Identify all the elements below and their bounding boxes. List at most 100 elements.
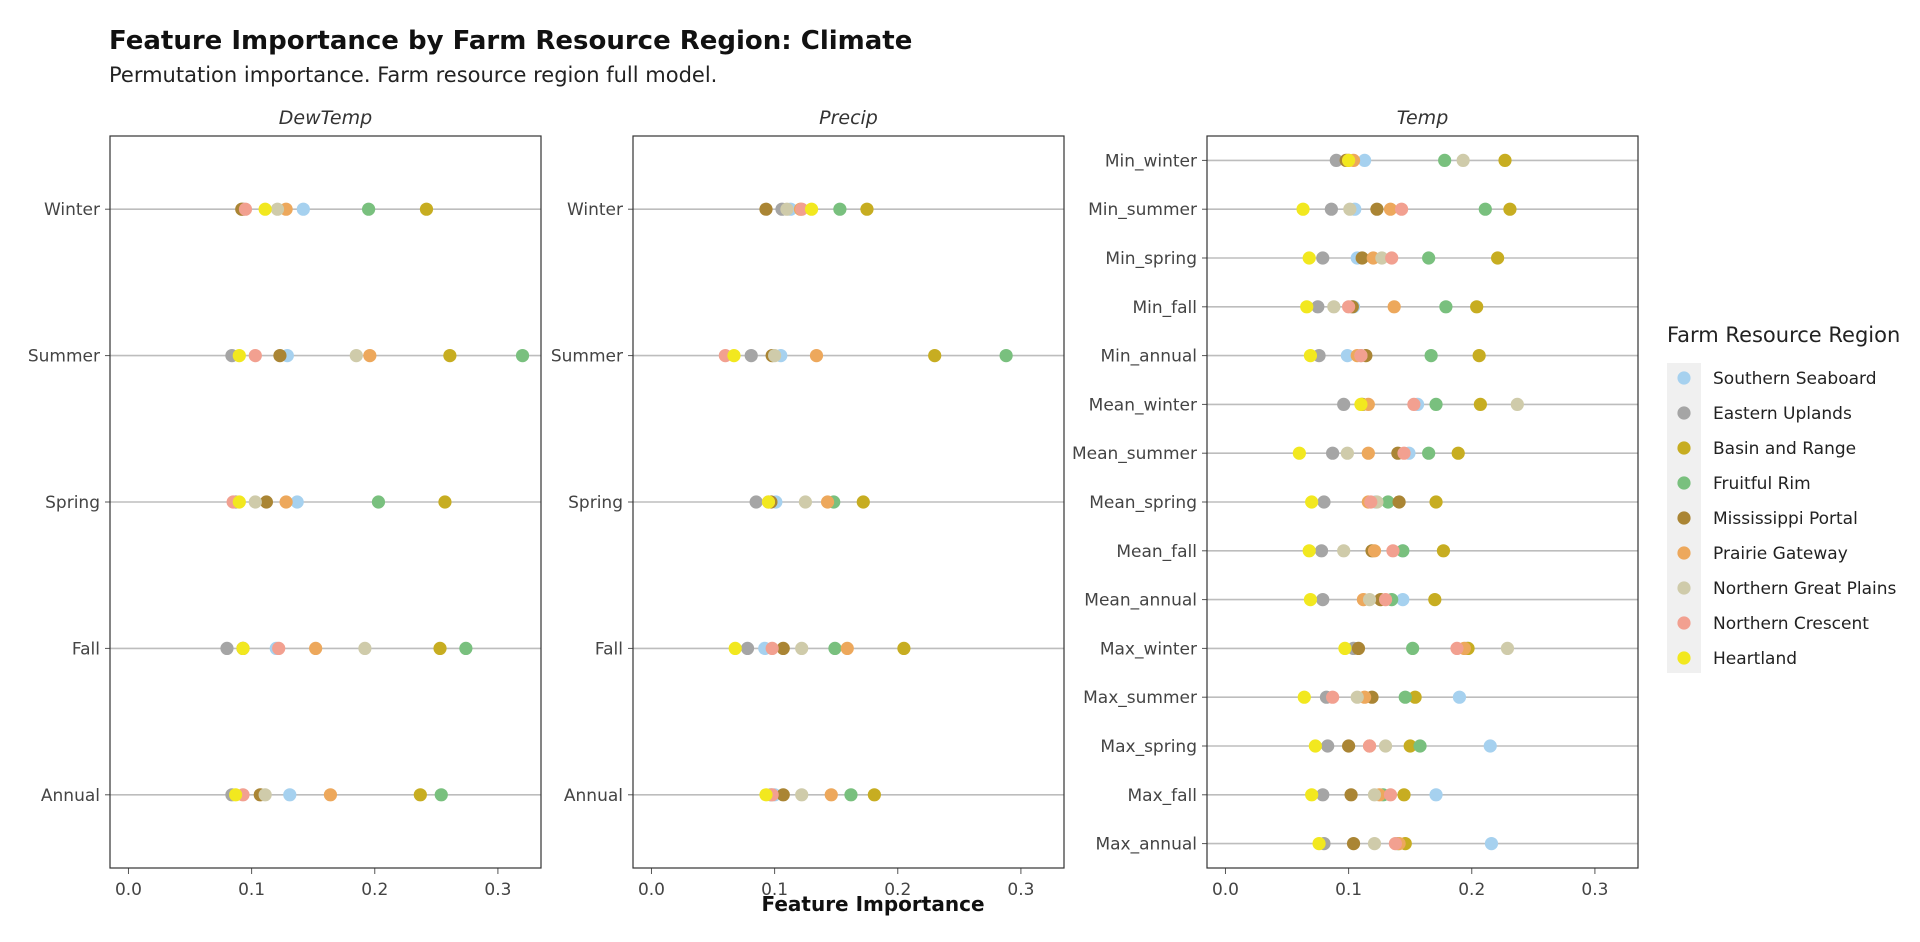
point-prairie-gateway: Prairie Gateway: 0.128: [279, 495, 293, 509]
point-northern-crescent: Northern Crescent: 0.138: [1388, 837, 1403, 851]
point-northern-crescent: Northern Crescent: 0.11: [1354, 349, 1368, 363]
point-fruitful-rim: Fruitful Rim: 0.167: [1424, 349, 1438, 363]
x-tick-label: 0.3: [1581, 880, 1608, 900]
chart-title: Feature Importance by Farm Resource Regi…: [109, 26, 912, 56]
point-basin-and-range: Basin and Range: 0.23: [928, 349, 942, 363]
legend-key-prairie-gateway: [1677, 546, 1691, 560]
point-southern-seaboard: Southern Seaboard: 0.099: [1340, 349, 1354, 363]
point-eastern-uplands: Eastern Uplands: 0.075: [1311, 300, 1325, 314]
point-heartland: Heartland: 0.07: [1305, 495, 1319, 509]
legend-label-northern-great-plains: Northern Great Plains: [1713, 579, 1896, 599]
point-northern-great-plains: Northern Great Plains: 0.229: [1500, 641, 1515, 656]
point-basin-and-range: Basin and Range: 0.227: [1498, 153, 1512, 167]
point-northern-crescent: Northern Crescent: 0.087: [1326, 690, 1340, 704]
point-basin-and-range: Basin and Range: 0.205: [897, 641, 911, 656]
point-heartland: Heartland: 0.067: [727, 349, 741, 363]
point-northern-great-plains: Northern Great Plains: 0.107: [1350, 690, 1364, 704]
point-northern-great-plains: Northern Great Plains: 0.192: [358, 641, 372, 656]
point-northern-crescent: Northern Crescent: 0.145: [1397, 446, 1411, 460]
y-tick-label: Spring: [568, 493, 623, 513]
y-tick-label: Min_summer: [1088, 200, 1197, 220]
point-mississippi-portal: Mississippi Portal: 0.123: [273, 349, 287, 363]
y-tick-label: Max_winter: [1100, 639, 1197, 659]
point-fruitful-rim: Fruitful Rim: 0.274: [459, 641, 473, 656]
point-northern-great-plains: Northern Great Plains: 0.127: [1375, 251, 1389, 265]
point-eastern-uplands: Eastern Uplands: 0.078: [740, 641, 755, 656]
point-mississippi-portal: Mississippi Portal: 0.123: [1370, 202, 1384, 216]
y-tick-label: Max_fall: [1128, 786, 1198, 806]
x-tick-label: 0.1: [238, 880, 265, 900]
point-heartland: Heartland: 0.093: [759, 788, 773, 802]
point-heartland: Heartland: 0.093: [236, 641, 250, 656]
point-fruitful-rim: Fruitful Rim: 0.165: [1422, 446, 1436, 460]
point-basin-and-range: Basin and Range: 0.154: [1408, 690, 1422, 704]
point-heartland: Heartland: 0.063: [1296, 202, 1310, 216]
point-northern-great-plains: Northern Great Plains: 0.11: [780, 202, 794, 216]
y-tick-label: Mean_fall: [1116, 542, 1197, 562]
point-eastern-uplands: Eastern Uplands: 0.079: [1316, 593, 1330, 607]
point-heartland: Heartland: 0.095: [761, 495, 776, 509]
point-basin-and-range: Basin and Range: 0.175: [860, 202, 874, 216]
point-eastern-uplands: Eastern Uplands: 0.081: [744, 349, 758, 363]
y-tick-label: Mean_spring: [1089, 493, 1197, 513]
y-tick-label: Annual: [41, 786, 100, 806]
point-northern-great-plains: Northern Great Plains: 0.121: [1367, 788, 1382, 802]
point-southern-seaboard: Southern Seaboard: 0.144: [1396, 593, 1410, 607]
point-basin-and-range: Basin and Range: 0.207: [1473, 397, 1487, 411]
point-mississippi-portal: Mississippi Portal: 0.108: [1351, 641, 1366, 656]
point-heartland: Heartland: 0.1: [1342, 153, 1356, 167]
point-northern-great-plains: Northern Great Plains: 0.13: [1378, 739, 1393, 753]
point-fruitful-rim: Fruitful Rim: 0.149: [828, 641, 842, 656]
point-southern-seaboard: Southern Seaboard: 0.142: [296, 202, 310, 216]
y-tick-label: Spring: [45, 493, 100, 513]
legend-key-fruitful-rim: [1677, 476, 1691, 490]
legend-key-mississippi-portal: [1677, 511, 1691, 525]
panel-precip: Precip Winter Summer Spring Fall Annual 0.0 0.1…: [551, 107, 1065, 900]
x-tick-label: 0.2: [361, 880, 388, 900]
point-heartland: Heartland: 0.068: [1302, 544, 1316, 558]
point-prairie-gateway: Prairie Gateway: 0.121: [1367, 544, 1382, 558]
point-northern-great-plains: Northern Great Plains: 0.099: [1340, 446, 1354, 460]
point-fruitful-rim: Fruitful Rim: 0.179: [1439, 300, 1453, 314]
x-tick-label: 0.0: [638, 880, 665, 900]
x-tick-label: 0.3: [1007, 880, 1034, 900]
point-fruitful-rim: Fruitful Rim: 0.32: [515, 349, 530, 363]
y-tick-label: Fall: [72, 639, 100, 659]
point-eastern-uplands: Eastern Uplands: 0.096: [1337, 397, 1351, 411]
point-northern-great-plains: Northern Great Plains: 0.237: [1510, 397, 1524, 411]
facet-strip-dewtemp: DewTemp: [279, 107, 372, 129]
point-fruitful-rim: Fruitful Rim: 0.195: [362, 202, 376, 216]
point-northern-great-plains: Northern Great Plains: 0.1: [768, 349, 782, 363]
point-prairie-gateway: Prairie Gateway: 0.146: [824, 788, 838, 802]
point-heartland: Heartland: 0.09: [232, 349, 246, 363]
x-tick-label: 0.2: [884, 880, 911, 900]
point-prairie-gateway: Prairie Gateway: 0.196: [363, 349, 377, 363]
panel-frame: [109, 135, 542, 869]
point-mississippi-portal: Mississippi Portal: 0.107: [776, 641, 790, 656]
legend-key-southern-seaboard: [1677, 371, 1691, 385]
legend-key-basin-and-range: [1677, 441, 1691, 455]
point-fruitful-rim: Fruitful Rim: 0.152: [1406, 641, 1420, 656]
y-tick-label: Winter: [567, 200, 623, 220]
point-northern-great-plains: Northern Great Plains: 0.111: [258, 788, 272, 802]
point-heartland: Heartland: 0.09: [232, 495, 246, 509]
point-southern-seaboard: Southern Seaboard: 0.137: [290, 495, 304, 509]
y-tick-label: Max_annual: [1095, 835, 1197, 855]
point-fruitful-rim: Fruitful Rim: 0.146: [1398, 690, 1412, 704]
point-heartland: Heartland: 0.06: [1292, 446, 1306, 460]
point-basin-and-range: Basin and Range: 0.171: [1429, 495, 1443, 509]
point-mississippi-portal: Mississippi Portal: 0.112: [259, 495, 273, 509]
point-basin-and-range: Basin and Range: 0.231: [1503, 202, 1517, 216]
point-eastern-uplands: Eastern Uplands: 0.079: [1316, 251, 1330, 265]
point-fruitful-rim: Fruitful Rim: 0.158: [1413, 739, 1427, 753]
point-northern-crescent: Northern Crescent: 0.136: [1386, 544, 1400, 558]
point-northern-crescent: Northern Crescent: 0.117: [1362, 739, 1377, 753]
point-heartland: Heartland: 0.087: [229, 788, 243, 802]
point-northern-crescent: Northern Crescent: 0.103: [248, 349, 262, 363]
y-tick-label: Max_spring: [1100, 737, 1197, 757]
point-northern-crescent: Northern Crescent: 0.13: [1378, 593, 1393, 607]
point-heartland: Heartland: 0.11: [1354, 397, 1368, 411]
y-tick-label: Min_annual: [1100, 347, 1197, 367]
point-southern-seaboard: Southern Seaboard: 0.215: [1483, 739, 1497, 753]
point-basin-and-range: Basin and Range: 0.206: [1472, 349, 1486, 363]
